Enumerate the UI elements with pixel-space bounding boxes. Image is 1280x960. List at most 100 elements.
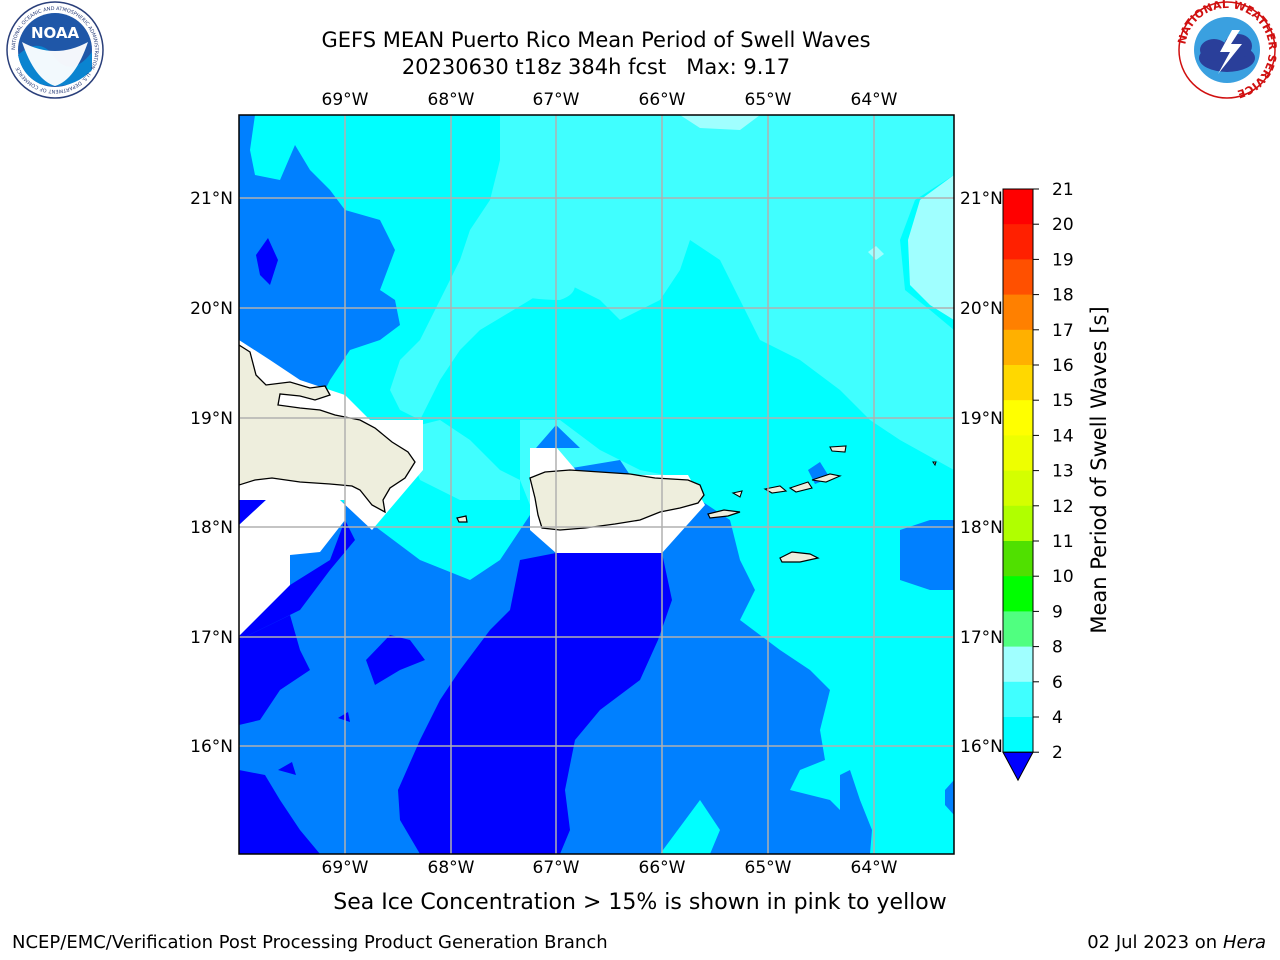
land-vieques [707, 509, 741, 519]
nws-logo: NATIONAL WEATHER SERVICE [1175, 0, 1279, 101]
colorbar-tick-label: 20 [1052, 215, 1074, 235]
contour-2-4-g [536, 425, 580, 448]
contour-lt-2-f [398, 553, 672, 854]
contour-8-9 [908, 175, 954, 320]
colorbar-segment [1003, 400, 1033, 436]
footer-date: 02 Jul 2023 on [1087, 932, 1223, 953]
colorbar-tick-label: 13 [1052, 462, 1074, 482]
lat-labels-left: 21°N 20°N 19°N 18°N 17°N 16°N [190, 189, 233, 757]
lat-label: 21°N [960, 189, 1003, 209]
lon-label: 64°W [851, 858, 898, 878]
contour-2-4-h [660, 800, 720, 854]
lat-label: 19°N [960, 409, 1003, 429]
lat-label: 20°N [190, 299, 233, 319]
lon-label: 69°W [322, 90, 369, 110]
land-small-island [932, 461, 937, 467]
colorbar-tick-label: 21 [1052, 180, 1074, 200]
land-anegada [829, 445, 847, 453]
colorbar-segment [1003, 611, 1033, 648]
contour-2-4-e [945, 780, 954, 815]
colorbar-segment [1003, 435, 1033, 472]
contour-2-4-c [900, 520, 954, 590]
contour-6-8 [390, 115, 954, 470]
colorbar-tick-label: 12 [1052, 497, 1074, 517]
land-st-john [788, 481, 813, 493]
land-st-croix [779, 551, 820, 563]
colorbar-segment [1003, 365, 1033, 401]
map-subtitle: 20230630 t18z 384h fcst Max: 9.17 [401, 55, 791, 79]
colorbar-tick-label: 11 [1052, 532, 1074, 552]
colorbar-segment [1003, 576, 1033, 612]
contour-8-9-b [680, 115, 760, 130]
colorbar-segment [1003, 329, 1033, 366]
contour-lt-2-h [338, 712, 350, 722]
colorbar-tick-label: 15 [1052, 391, 1074, 411]
lat-label: 17°N [190, 628, 233, 648]
colorbar-tick-label: 17 [1052, 321, 1074, 341]
footer-right: 02 Jul 2023 on Hera [1087, 932, 1266, 953]
noaa-logo-text: NOAA [31, 24, 80, 42]
land-st-thomas [763, 485, 788, 494]
colorbar-segment [1003, 541, 1033, 577]
lat-label: 20°N [960, 299, 1003, 319]
colorbar-tick-label: 16 [1052, 356, 1074, 376]
footer-left: NCEP/EMC/Verification Post Processing Pr… [12, 932, 608, 953]
lat-labels-right: 21°N 20°N 19°N 18°N 17°N 16°N [960, 189, 1003, 757]
colorbar-tick-label: 9 [1052, 602, 1063, 622]
contour-lt-2-i [278, 762, 296, 775]
colorbar-segment [1003, 505, 1033, 542]
colorbar-segment [1003, 224, 1033, 260]
colorbar-segment [1003, 294, 1033, 331]
land-tortola [811, 473, 842, 483]
colorbar-under-extension [1002, 751, 1034, 782]
colorbar-tick-label: 14 [1052, 426, 1074, 446]
colorbar-segment [1003, 717, 1033, 753]
lon-label: 68°W [428, 858, 475, 878]
colorbar-segment [1003, 470, 1033, 507]
noaa-logo: NOAA NATIONAL OCEANIC AND ATMOSPHERIC AD… [6, 1, 104, 99]
colorbar-tick-label: 19 [1052, 250, 1074, 270]
contour-lt-2-g [239, 770, 320, 854]
lon-label: 69°W [322, 858, 369, 878]
colorbar-tick-label: 8 [1052, 638, 1063, 658]
footer-machine: Hera [1222, 932, 1266, 953]
lon-label: 65°W [745, 858, 792, 878]
contour-6-8-b [470, 242, 575, 300]
land-puerto-rico [529, 469, 705, 531]
colorbar-tick-label: 10 [1052, 567, 1074, 587]
lon-label: 64°W [851, 90, 898, 110]
lon-label: 67°W [533, 90, 580, 110]
lat-label: 21°N [190, 189, 233, 209]
colorbar-segment [1003, 681, 1033, 718]
colorbar-tick-label: 2 [1052, 743, 1063, 763]
colorbar-segment [1003, 646, 1033, 683]
swell-period-contours [239, 115, 954, 854]
lat-label: 18°N [960, 518, 1003, 538]
lat-label: 16°N [190, 737, 233, 757]
contour-8-9-c [868, 246, 884, 260]
lon-label: 66°W [639, 858, 686, 878]
colorbar-label: Mean Period of Swell Waves [s] [1087, 306, 1111, 633]
contour-lt-2-e [366, 635, 425, 685]
sea-ice-note: Sea Ice Concentration > 15% is shown in … [333, 890, 947, 915]
lon-labels-bottom: 69°W 68°W 67°W 66°W 65°W 64°W [322, 858, 898, 878]
map-title: GEFS MEAN Puerto Rico Mean Period of Swe… [321, 28, 871, 52]
colorbar-tick-label: 6 [1052, 673, 1063, 693]
lat-label: 19°N [190, 409, 233, 429]
lon-label: 65°W [745, 90, 792, 110]
contour-lt-2-d [239, 615, 310, 725]
contour-lt-2-c [239, 520, 355, 640]
contour-2-4 [239, 115, 400, 440]
map-frame [238, 114, 955, 855]
land-hispaniola [239, 344, 416, 514]
colorbar-tick-label: 18 [1052, 286, 1074, 306]
lon-label: 67°W [533, 858, 580, 878]
contour-2-4-d [840, 770, 872, 854]
colorbar: 21 20 19 18 17 16 15 14 13 12 11 10 9 8 6 4 2 [1002, 180, 1074, 782]
contour-lt-2 [256, 238, 278, 285]
colorbar-segment [1003, 189, 1033, 225]
lat-label: 18°N [190, 518, 233, 538]
graticule [239, 115, 954, 854]
lat-label: 17°N [960, 628, 1003, 648]
